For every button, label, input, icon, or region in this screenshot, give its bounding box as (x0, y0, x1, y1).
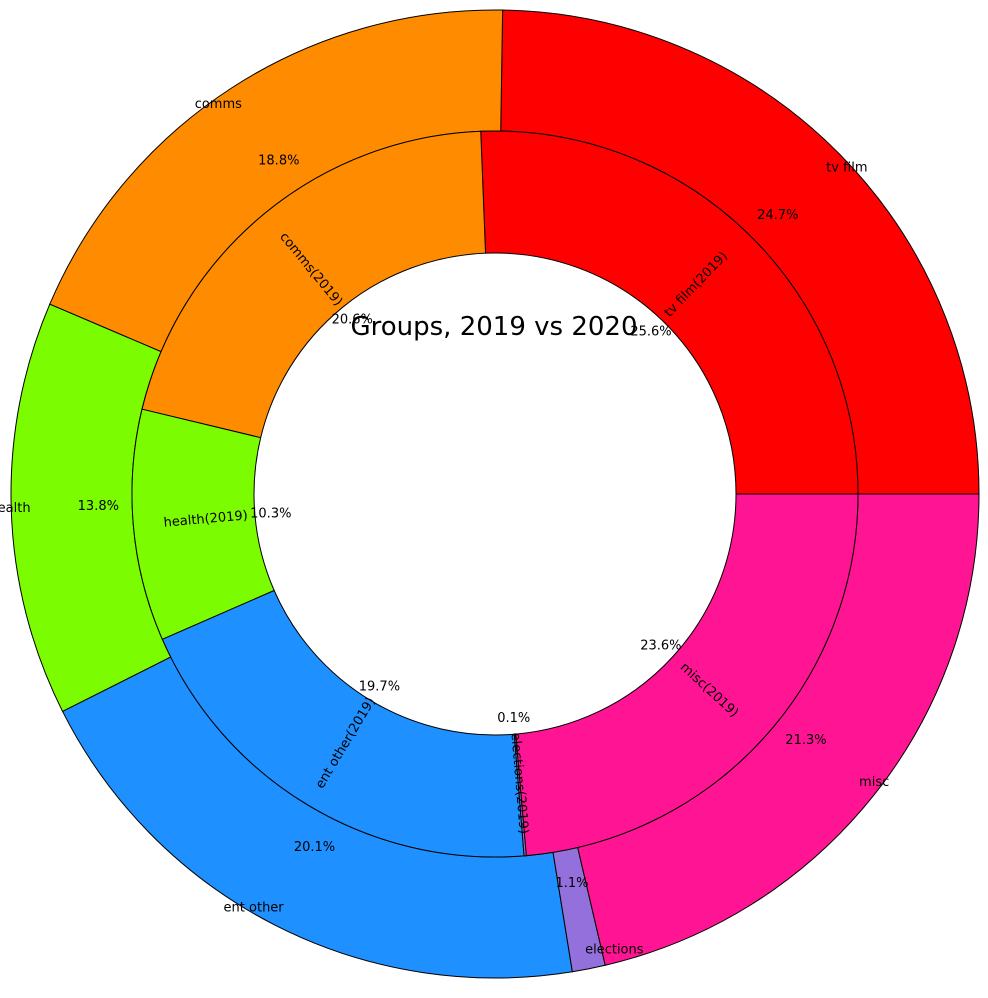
outer-label-ent-other: ent other (224, 900, 285, 915)
inner-ring (131, 130, 859, 858)
outer-pct-health: 13.8% (78, 499, 119, 514)
inner-pct-tv-film-2019: 25.6% (630, 324, 671, 339)
outer-label-health: health (0, 501, 31, 516)
outer-pct-ent-other: 20.1% (294, 840, 335, 855)
inner-pct-health-2019: 10.3% (250, 506, 291, 521)
chart-title: Groups, 2019 vs 2020 (350, 312, 637, 342)
outer-ring (10, 9, 980, 979)
outer-pct-comms: 18.8% (258, 154, 299, 169)
outer-label-elections: elections (585, 942, 644, 957)
inner-slice-comms-2019 (141, 130, 487, 439)
outer-label-misc: misc (859, 775, 889, 790)
outer-pct-tv-film: 24.7% (757, 208, 798, 223)
inner-slice-ent-other-2019 (161, 589, 525, 858)
inner-label-health-2019: health(2019) (163, 508, 248, 530)
inner-pct-misc-2019: 23.6% (640, 639, 681, 654)
inner-pct-elections-2019: 0.1% (497, 711, 530, 726)
inner-slice-tv-film-2019 (480, 130, 859, 495)
outer-label-comms: comms (195, 97, 242, 112)
inner-pct-ent-other-2019: 19.7% (359, 680, 400, 695)
outer-pct-misc: 21.3% (785, 733, 826, 748)
inner-slice-misc-2019 (515, 493, 859, 857)
outer-pct-elections: 1.1% (555, 876, 588, 891)
outer-label-tv-film: tv film (826, 161, 867, 176)
inner-pct-comms-2019: 20.6% (332, 313, 373, 328)
